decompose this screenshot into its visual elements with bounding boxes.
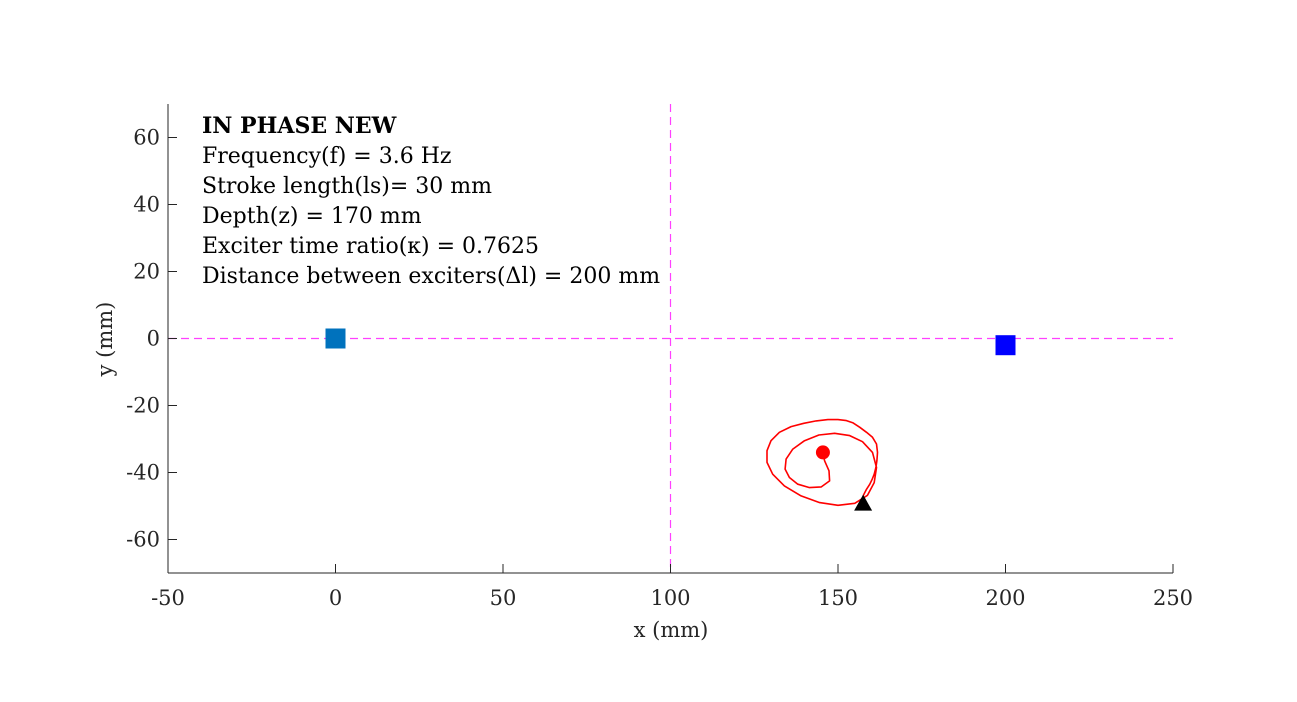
annotation-box: IN PHASE NEW Frequency(f) = 3.6 Hz Strok… — [202, 113, 660, 289]
square-marker — [995, 335, 1016, 356]
annotation-stroke-length: Stroke length(ls)= 30 mm — [202, 174, 492, 199]
y-tick-label: 0 — [147, 327, 160, 351]
square-marker — [325, 328, 346, 349]
circle-marker — [815, 445, 830, 460]
y-tick-label: 40 — [133, 193, 160, 217]
x-tick-label: 50 — [490, 586, 517, 610]
triangle-marker — [854, 494, 873, 511]
x-tick-label: 250 — [1153, 586, 1193, 610]
y-tick-label: -60 — [126, 528, 160, 552]
y-tick-label: 60 — [133, 126, 160, 150]
annotation-depth: Depth(z) = 170 mm — [202, 204, 422, 229]
x-tick-label: 100 — [650, 586, 690, 610]
y-ticks: -60 -40 -20 0 20 40 60 — [126, 126, 177, 552]
y-axis-label: y (mm) — [93, 302, 117, 378]
annotation-title: IN PHASE NEW — [202, 113, 397, 139]
y-tick-label: -40 — [126, 461, 160, 485]
x-tick-label: 150 — [818, 586, 858, 610]
trajectory-line — [766, 418, 879, 507]
y-tick-label: -20 — [126, 394, 160, 418]
annotation-frequency: Frequency(f) = 3.6 Hz — [202, 144, 451, 169]
annotation-time-ratio: Exciter time ratio(κ) = 0.7625 — [202, 234, 539, 259]
y-tick-label: 20 — [133, 260, 160, 284]
x-tick-label: -50 — [151, 586, 185, 610]
markers — [325, 328, 1016, 511]
x-tick-label: 200 — [985, 586, 1025, 610]
annotation-distance: Distance between exciters(Δl) = 200 mm — [202, 264, 660, 289]
x-ticks: -50 0 50 100 150 200 250 — [151, 564, 1193, 610]
x-axis-label: x (mm) — [634, 618, 709, 642]
x-tick-label: 0 — [329, 586, 342, 610]
